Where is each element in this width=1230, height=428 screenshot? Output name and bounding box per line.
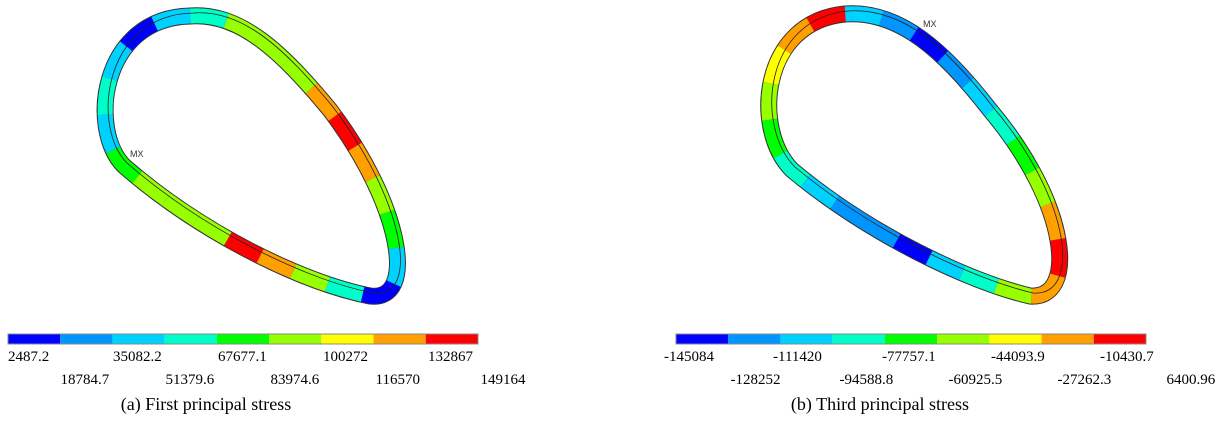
legend-swatch (165, 334, 217, 344)
legend-label: 149164 (481, 372, 527, 388)
figure: MX 2487.2 18784.735082.251379.667677.18397… (0, 0, 1230, 428)
legend-swatch (1042, 334, 1094, 344)
caption: (a) First principal stress (121, 394, 291, 415)
caption: (b) Third principal stress (791, 394, 969, 415)
legend-swatch (780, 334, 832, 344)
legend-label: -60925.5 (949, 372, 1003, 388)
legend-swatch (1094, 334, 1146, 344)
legend-label: 132867 (428, 349, 474, 365)
legend-label: 35082.2 (113, 349, 162, 365)
legend-label: 51379.6 (166, 372, 215, 388)
panel: MX-145084-128252-111420-94588.8-77757.1-… (664, 11, 1216, 415)
legend-label: 18784.7 (61, 372, 110, 388)
legend-label: -111420 (773, 349, 822, 365)
legend-label: 116570 (376, 372, 420, 388)
legend-swatch (374, 334, 426, 344)
legend-label: -145084 (664, 349, 714, 365)
legend-label: 83974.6 (271, 372, 320, 388)
legend-swatch (728, 334, 780, 344)
legend-swatch (833, 334, 885, 344)
legend-label: 2487.2 (8, 349, 49, 365)
legend-label: -27262.3 (1058, 372, 1112, 388)
legend-swatch (426, 334, 478, 344)
legend-label: -10430.7 (1100, 349, 1154, 365)
legend-label: 100272 (323, 349, 368, 365)
max-marker: MX (923, 19, 937, 29)
legend-swatch (60, 334, 112, 344)
max-marker: MX (130, 149, 144, 159)
legend-swatch (885, 334, 937, 344)
legend-swatch (676, 334, 728, 344)
legend-label: 67677.1 (218, 349, 267, 365)
legend-swatch (269, 334, 321, 344)
legend-label: -128252 (731, 372, 781, 388)
legend-swatch (937, 334, 989, 344)
legend-swatch (217, 334, 269, 344)
legend-swatch (989, 334, 1041, 344)
panel: MX 2487.2 18784.735082.251379.667677.18397… (8, 13, 526, 415)
legend-swatch (8, 334, 60, 344)
legend-label: -44093.9 (991, 349, 1045, 365)
legend-label: -94588.8 (840, 372, 894, 388)
legend-label: -77757.1 (882, 349, 936, 365)
legend-label: 6400.96 (1167, 372, 1216, 388)
legend-swatch (321, 334, 373, 344)
legend-swatch (112, 334, 164, 344)
